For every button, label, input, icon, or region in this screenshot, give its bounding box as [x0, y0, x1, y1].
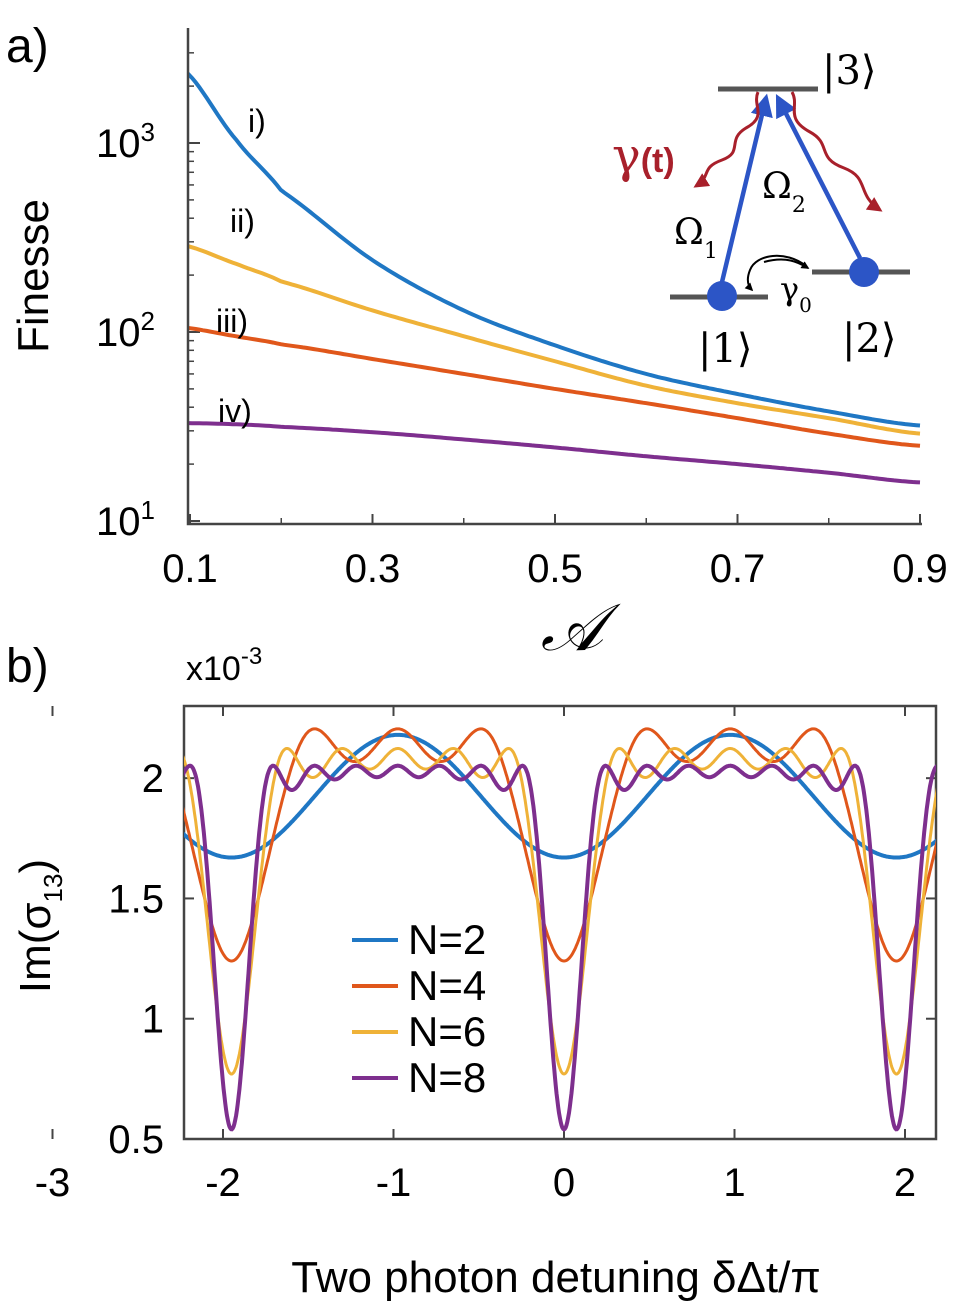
panel-b-ytick-label: 1: [142, 998, 164, 1042]
panel-a-xtick-label: 0.7: [710, 547, 766, 591]
gamma0-dephasing-arrow-return: [763, 258, 810, 269]
decay-arrow-to-2: [790, 91, 883, 212]
panel-a-xtick-label: 0.9: [892, 547, 948, 591]
panel-a-label: a): [6, 20, 49, 73]
finesse-curve-ii: [188, 244, 921, 436]
panel-b-ytick-label: 2: [142, 757, 164, 801]
panel-b-y-label-close: ): [11, 859, 60, 874]
scale-note: x10-3: [186, 643, 262, 688]
omega2-coupling-arrow: [775, 93, 863, 260]
panel-b-y-label-sub: 13: [38, 874, 68, 903]
panel-b-curves: [184, 727, 936, 1132]
panel-a-xtick-label: 0.5: [527, 547, 583, 591]
finesse-curve-iii: [188, 325, 921, 448]
decay-arrow-to-1: [693, 91, 760, 188]
finesse-curve-i: [188, 70, 921, 428]
curve-label-iii: iii): [216, 303, 248, 339]
panel-a-ytick-label: 103: [96, 117, 155, 166]
im-sigma-curve-n6: [184, 746, 936, 1076]
panel-b-xtick-label: 0: [553, 1161, 575, 1205]
panel-b-xtick-label: 2: [894, 1161, 916, 1205]
panel-a-x-label: 𝒜: [541, 589, 621, 666]
omega1-coupling-arrow: [719, 93, 773, 283]
scale-note-prefix: x10: [186, 650, 241, 688]
panel-b-xtick-label: -2: [205, 1161, 241, 1205]
panel-b-ticks: -3-2-101230.511.52: [35, 706, 936, 1205]
curve-label-iv: iv): [218, 393, 252, 429]
panel-b-ytick-label: 0.5: [108, 1118, 164, 1162]
curve-label-i: i): [248, 103, 266, 139]
level-1-population-dot: [707, 281, 737, 311]
panel-a-y-label: Finesse: [9, 199, 58, 353]
legend-label-n6: N=6: [408, 1008, 486, 1055]
panel-b-label: b): [6, 640, 49, 693]
ket-3-label: |3⟩: [822, 48, 877, 94]
im-sigma-curve-n8: [184, 763, 936, 1132]
panel-b-xtick-label: -3: [35, 1161, 71, 1205]
gamma0-label: γ0: [780, 270, 812, 317]
panel-b-legend: N=2 N=4 N=6 N=8: [352, 916, 486, 1101]
gamma-t-label: γ(t): [612, 128, 675, 184]
im-sigma-curve-n4: [184, 727, 936, 963]
omega1-subscript: 1: [704, 239, 718, 264]
panel-a-axes: [186, 28, 922, 526]
legend-label-n4: N=4: [408, 962, 486, 1009]
curve-label-ii: ii): [230, 203, 255, 239]
panel-b-y-label: Im(σ13): [11, 859, 68, 993]
panel-a-curves: [188, 70, 921, 485]
ket-2-label: |2⟩: [842, 316, 897, 362]
omega1-label: Ω1: [674, 212, 718, 264]
legend-label-n2: N=2: [408, 916, 486, 963]
level-diagram: |3⟩ |1⟩ |2⟩ γ(t) Ω1 Ω2 γ0: [612, 48, 910, 372]
panel-a-xtick-label: 0.1: [162, 547, 218, 591]
panel-b-frame: [182, 704, 938, 1141]
finesse-curve-iv: [188, 421, 921, 485]
panel-b-ytick-label: 1.5: [108, 877, 164, 921]
panel-a-ytick-label: 102: [96, 306, 155, 355]
im-sigma-curve-n2: [184, 732, 936, 860]
gamma-t-arg: (t): [641, 142, 675, 180]
panel-b: -3-2-101230.511.52 N=2 N=4 N=6 N=8 Im(σ1…: [11, 704, 938, 1302]
scale-note-exponent: -3: [241, 643, 262, 670]
omega2-symbol: Ω: [762, 166, 792, 207]
level-2-population-dot: [849, 257, 879, 287]
panel-a-xtick-label: 0.3: [345, 547, 401, 591]
ket-1-label: |1⟩: [698, 326, 753, 372]
gamma0-subscript: 0: [799, 293, 812, 317]
omega2-subscript: 2: [792, 193, 806, 218]
omega1-symbol: Ω: [674, 212, 704, 253]
gamma0-symbol: γ: [780, 270, 799, 308]
omega2-label: Ω2: [762, 166, 806, 218]
panel-b-xtick-label: 1: [723, 1161, 745, 1205]
panel-a-ytick-label: 101: [96, 495, 155, 544]
panel-b-y-label-main: Im(σ: [11, 902, 60, 993]
panel-b-xtick-label: -1: [376, 1161, 412, 1205]
legend-label-n8: N=8: [408, 1054, 486, 1101]
gamma-t-symbol: γ: [612, 128, 641, 184]
gamma0-dephasing-arrow: [744, 254, 807, 292]
panel-b-x-label: Two photon detuning δΔt/π: [291, 1253, 820, 1302]
